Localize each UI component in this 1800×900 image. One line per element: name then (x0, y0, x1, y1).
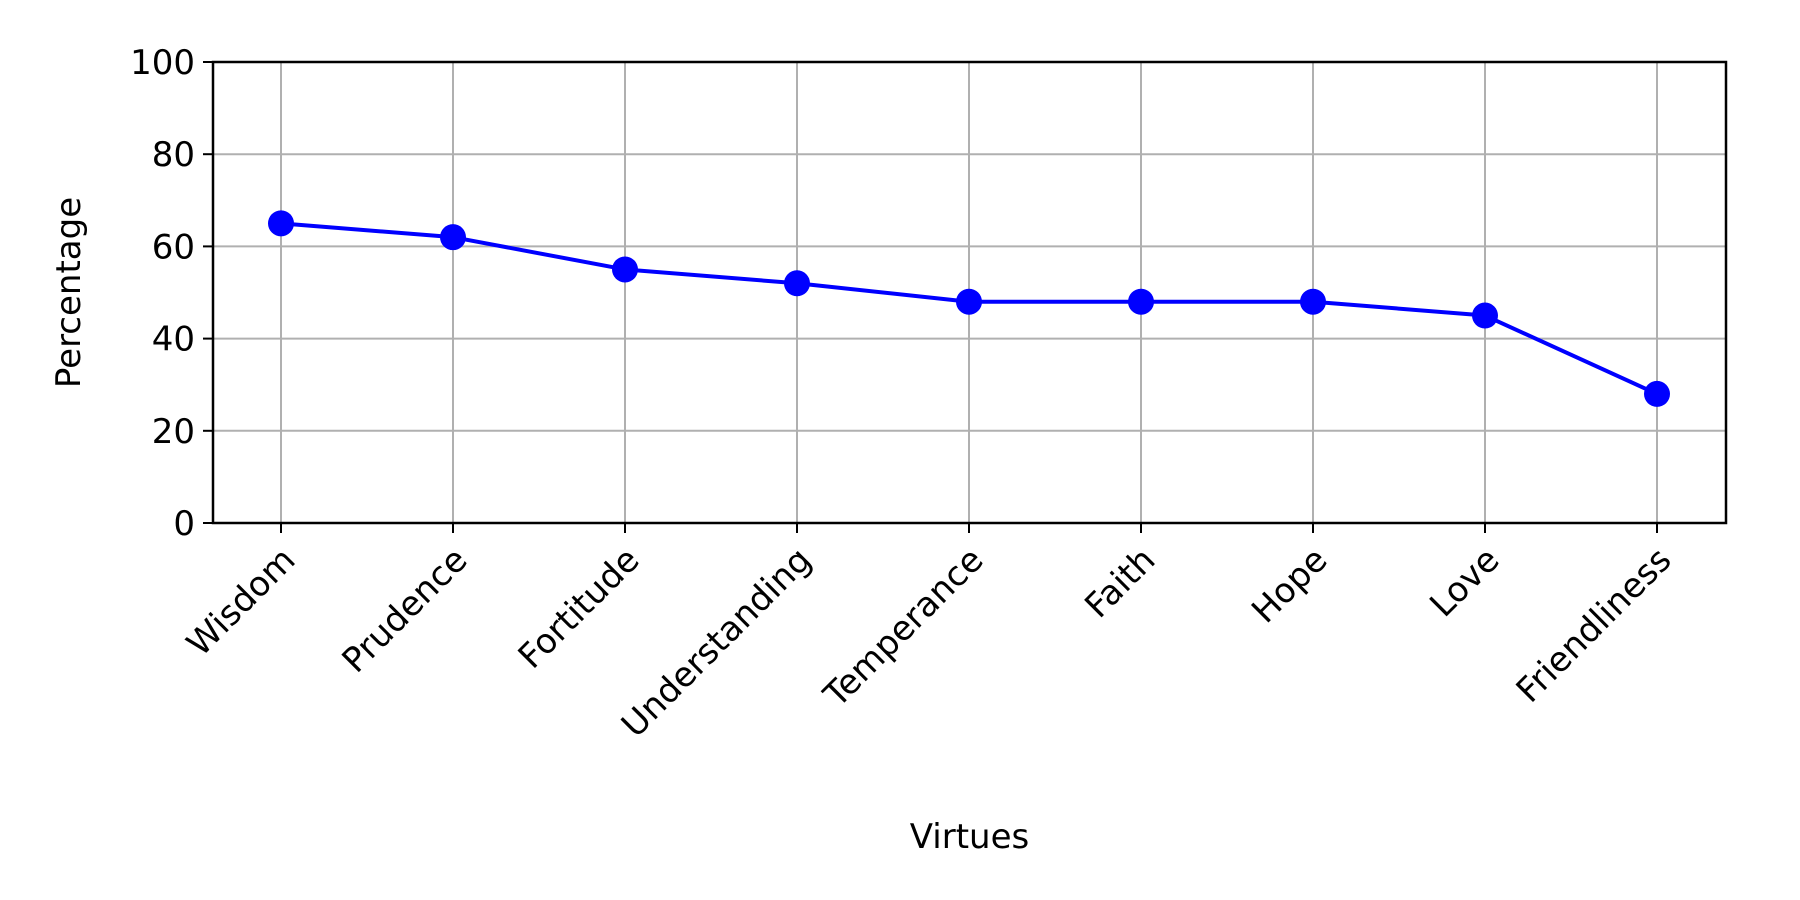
data-point (1128, 288, 1154, 315)
data-points (268, 210, 1670, 407)
plot-frame (211, 60, 1728, 525)
data-point (1644, 380, 1670, 407)
data-point (612, 256, 638, 283)
x-tick-label: Prudence (335, 540, 476, 681)
y-tick-label: 100 (130, 43, 195, 83)
data-point (268, 210, 294, 237)
x-tick-label: Hope (1244, 540, 1335, 631)
x-tick-label: Love (1422, 540, 1507, 625)
y-tick-label: 60 (152, 227, 195, 267)
data-point (440, 224, 466, 251)
y-tick-label: 80 (152, 135, 195, 175)
data-point (1472, 302, 1498, 329)
y-tick-label: 0 (173, 504, 195, 544)
x-tick-label: Faith (1077, 540, 1163, 626)
x-tick-label: Friendliness (1509, 540, 1680, 711)
x-tick-label: Temperance (816, 540, 992, 716)
data-point (1300, 288, 1326, 315)
y-tick-labels: 0 20 40 60 80 100 (130, 43, 195, 544)
y-tick-label: 20 (152, 412, 195, 452)
x-tick-label: Fortitude (511, 540, 648, 677)
x-axis-title: Virtues (910, 817, 1029, 857)
x-tick-label: Wisdom (179, 540, 303, 664)
y-tick-label: 40 (152, 320, 195, 360)
x-tick-labels: Wisdom Prudence FortitudeUnderstandingTemp… (179, 540, 1679, 745)
data-point (956, 288, 982, 315)
y-axis-title: Percentage (49, 197, 89, 388)
data-point (784, 270, 810, 297)
axis-ticks (203, 61, 1658, 533)
